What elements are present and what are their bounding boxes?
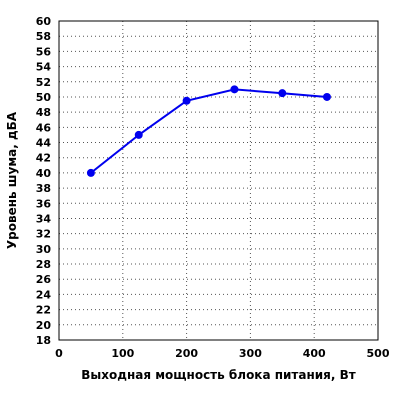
y-axis-ticks: 18 20 22 24 26 28 30 32 34 36 38 40 42 44 46 48 50 52 54 56… xyxy=(36,15,52,347)
y-tick-label: 36 xyxy=(36,197,52,210)
y-axis-title: Уровень шума, дБА xyxy=(5,111,19,249)
y-tick-label: 38 xyxy=(36,182,51,195)
plot-frame xyxy=(58,20,379,341)
y-tick-label: 32 xyxy=(36,228,51,241)
data-point xyxy=(182,96,191,105)
x-tick-label: 400 xyxy=(303,347,326,360)
y-tick-label: 34 xyxy=(36,212,52,225)
data-point xyxy=(322,92,331,101)
y-tick-label: 46 xyxy=(36,121,52,134)
series-line xyxy=(90,88,328,174)
y-tick-label: 60 xyxy=(36,15,52,28)
y-tick-label: 56 xyxy=(36,45,52,58)
grid xyxy=(59,21,378,340)
x-axis-ticks: 0 100 200 300 400 500 xyxy=(55,347,390,360)
y-tick-label: 30 xyxy=(36,243,52,256)
y-tick-label: 50 xyxy=(36,91,52,104)
y-tick-label: 20 xyxy=(36,319,52,332)
y-tick-label: 26 xyxy=(36,273,52,286)
y-tick-label: 40 xyxy=(36,167,52,180)
x-tick-label: 300 xyxy=(239,347,262,360)
x-tick-label: 200 xyxy=(175,347,198,360)
y-tick-label: 18 xyxy=(36,334,51,347)
y-tick-label: 44 xyxy=(36,137,52,150)
series xyxy=(86,85,331,177)
x-axis-title: Выходная мощность блока питания, Вт xyxy=(81,368,356,382)
data-point xyxy=(230,85,239,94)
x-tick-label: 0 xyxy=(55,347,63,360)
x-tick-label: 100 xyxy=(111,347,134,360)
y-tick-label: 48 xyxy=(36,106,51,119)
data-point xyxy=(278,89,287,98)
y-tick-label: 22 xyxy=(36,304,51,317)
y-tick-label: 54 xyxy=(36,61,52,74)
y-tick-label: 28 xyxy=(36,258,51,271)
y-tick-label: 52 xyxy=(36,76,51,89)
x-tick-label: 500 xyxy=(367,347,390,360)
y-tick-label: 42 xyxy=(36,152,51,165)
y-tick-label: 24 xyxy=(36,288,52,301)
data-point xyxy=(86,168,95,177)
y-tick-label: 58 xyxy=(36,30,51,43)
data-point xyxy=(134,130,143,139)
